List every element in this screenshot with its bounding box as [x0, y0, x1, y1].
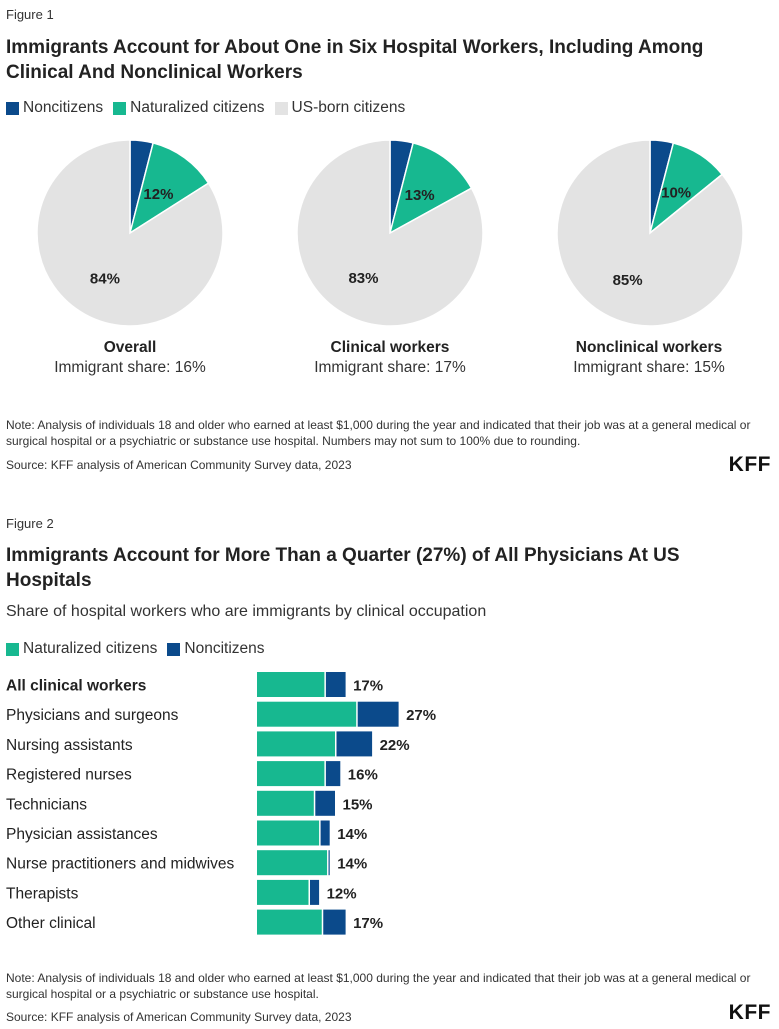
pie-subtitle-clinical: Immigrant share: 17%: [314, 359, 466, 376]
pie-slice-nonclinical-workers-us-born: [556, 139, 744, 327]
legend-item-naturalized: Naturalized citizens: [113, 99, 265, 117]
figure2-note: Note: Analysis of individuals 18 and old…: [6, 971, 751, 1001]
legend-swatch-noncitizens: [6, 101, 19, 115]
pie-subtitle-overall: Immigrant share: 16%: [54, 359, 206, 376]
pie-label-clinical-workers-naturalized: 13%: [405, 187, 435, 204]
bar-other-clinical-noncitizens: [323, 909, 346, 935]
bar-nursing-assistants-naturalized: [257, 731, 335, 757]
pie-caption-overall: Overall Immigrant share: 16%: [10, 338, 250, 378]
bar-technicians-naturalized: [257, 790, 314, 816]
figure2-title: Immigrants Account for More Than a Quart…: [6, 545, 680, 591]
pie-slice-clinical-workers-naturalized: [388, 142, 473, 235]
legend2-swatch-naturalized: [6, 642, 19, 656]
bar-total-label-physician-assistances: 14%: [337, 826, 367, 843]
bar-registered-nurses-noncitizens: [325, 761, 341, 787]
bar-therapists-noncitizens: [310, 879, 320, 905]
bar-total-label-other-clinical: 17%: [353, 915, 383, 932]
pie-slice-overall-naturalized: [128, 142, 210, 235]
bar-therapists-naturalized: [257, 879, 309, 905]
legend-swatch-naturalized: [113, 101, 127, 115]
bar-all-clinical-workers-noncitizens: [325, 672, 346, 697]
pie-title-clinical: Clinical workers: [330, 339, 450, 356]
legend-item-us-born: US-born citizens: [274, 99, 406, 117]
bar-category-registered-nurses: Registered nurses: [6, 767, 132, 784]
bar-registered-nurses-naturalized: [257, 761, 325, 787]
pie-label-nonclinical-workers-naturalized: 10%: [661, 184, 691, 201]
bar-total-label-all-clinical-workers: 17%: [353, 678, 383, 695]
bar-total-label-therapists: 12%: [327, 885, 357, 902]
bar-total-label-registered-nurses: 16%: [348, 767, 378, 784]
bar-technicians-noncitizens: [315, 790, 335, 816]
pie-title-overall: Overall: [103, 339, 157, 356]
figure1-label: Figure 1: [6, 7, 54, 22]
figure1-note: Note: Analysis of individuals 18 and old…: [6, 418, 751, 448]
figure1-title: Immigrants Account for About One in Six …: [6, 37, 704, 83]
bar-other-clinical-naturalized: [257, 909, 322, 935]
legend-label-noncitizens: Noncitizens: [23, 99, 104, 116]
legend-item-noncitizens: Noncitizens: [6, 99, 103, 117]
bar-category-other-clinical: Other clinical: [6, 915, 96, 932]
bar-all-clinical-workers-naturalized: [257, 672, 325, 697]
figure2-legend: Naturalized citizens Noncitizens: [6, 640, 275, 658]
bar-physicians-and-surgeons-naturalized: [257, 701, 357, 727]
bar-nurse-practitioners-and-midwives-naturalized: [257, 850, 328, 876]
bar-category-therapists: Therapists: [6, 885, 79, 902]
bar-category-nurse-practitioners-and-midwives: Nurse practitioners and midwives: [6, 856, 235, 873]
bar-physician-assistances-noncitizens: [320, 820, 330, 846]
legend-label-us-born: US-born citizens: [291, 99, 406, 116]
pie-charts: 12% 84% 13% 83% 10% 85%: [36, 139, 744, 327]
bar-total-label-physicians-and-surgeons: 27%: [406, 707, 436, 724]
bar-category-physicians-and-surgeons: Physicians and surgeons: [6, 707, 179, 724]
pie-title-nonclinical: Nonclinical workers: [575, 339, 723, 356]
bar-category-technicians: Technicians: [6, 796, 87, 813]
pie-label-overall-naturalized: 12%: [143, 186, 173, 203]
bar-total-label-technicians: 15%: [343, 796, 373, 813]
pie-slice-overall-us-born: [36, 139, 224, 327]
figure2-label: Figure 2: [6, 516, 54, 531]
legend-swatch-us-born: [274, 101, 288, 115]
pie-label-nonclinical-workers-us-born: 85%: [613, 272, 643, 289]
figure1-legend: Noncitizens Naturalized citizens US-born…: [6, 99, 415, 117]
bar-nursing-assistants-noncitizens: [336, 731, 373, 757]
bar-physician-assistances-naturalized: [257, 820, 320, 846]
bar-chart: All clinical workers 17% Physicians and su…: [6, 672, 436, 935]
bar-total-label-nurse-practitioners-and-midwives: 14%: [337, 856, 367, 873]
pie-caption-clinical: Clinical workers Immigrant share: 17%: [270, 338, 510, 378]
bar-total-label-nursing-assistants: 22%: [380, 737, 410, 754]
legend2-label-naturalized: Naturalized citizens: [23, 640, 158, 657]
figure1-source: Source: KFF analysis of American Communi…: [6, 458, 352, 472]
legend2-label-noncitizens: Noncitizens: [184, 640, 265, 657]
figure2-subtitle: Share of hospital workers who are immigr…: [6, 603, 487, 620]
legend-label-naturalized: Naturalized citizens: [130, 99, 265, 116]
bar-nurse-practitioners-and-midwives-noncitizens: [328, 850, 330, 876]
legend2-item-noncitizens: Noncitizens: [167, 640, 265, 658]
figure2-source: Source: KFF analysis of American Communi…: [6, 1010, 352, 1024]
pie-label-clinical-workers-us-born: 83%: [348, 270, 378, 287]
pie-slice-clinical-workers-us-born: [296, 139, 484, 327]
bar-physicians-and-surgeons-noncitizens: [357, 701, 399, 727]
bar-category-nursing-assistants: Nursing assistants: [6, 737, 133, 754]
pie-subtitle-nonclinical: Immigrant share: 15%: [573, 359, 725, 376]
kff-logo-2: KFF: [728, 1001, 771, 1024]
kff-logo: KFF: [728, 453, 771, 476]
legend2-swatch-noncitizens: [167, 642, 181, 656]
bar-category-physician-assistances: Physician assistances: [6, 826, 158, 843]
pie-caption-nonclinical: Nonclinical workers Immigrant share: 15%: [529, 338, 769, 378]
legend2-item-naturalized: Naturalized citizens: [6, 640, 157, 658]
pie-label-overall-us-born: 84%: [90, 271, 120, 288]
bar-category-all-clinical-workers: All clinical workers: [6, 678, 146, 695]
